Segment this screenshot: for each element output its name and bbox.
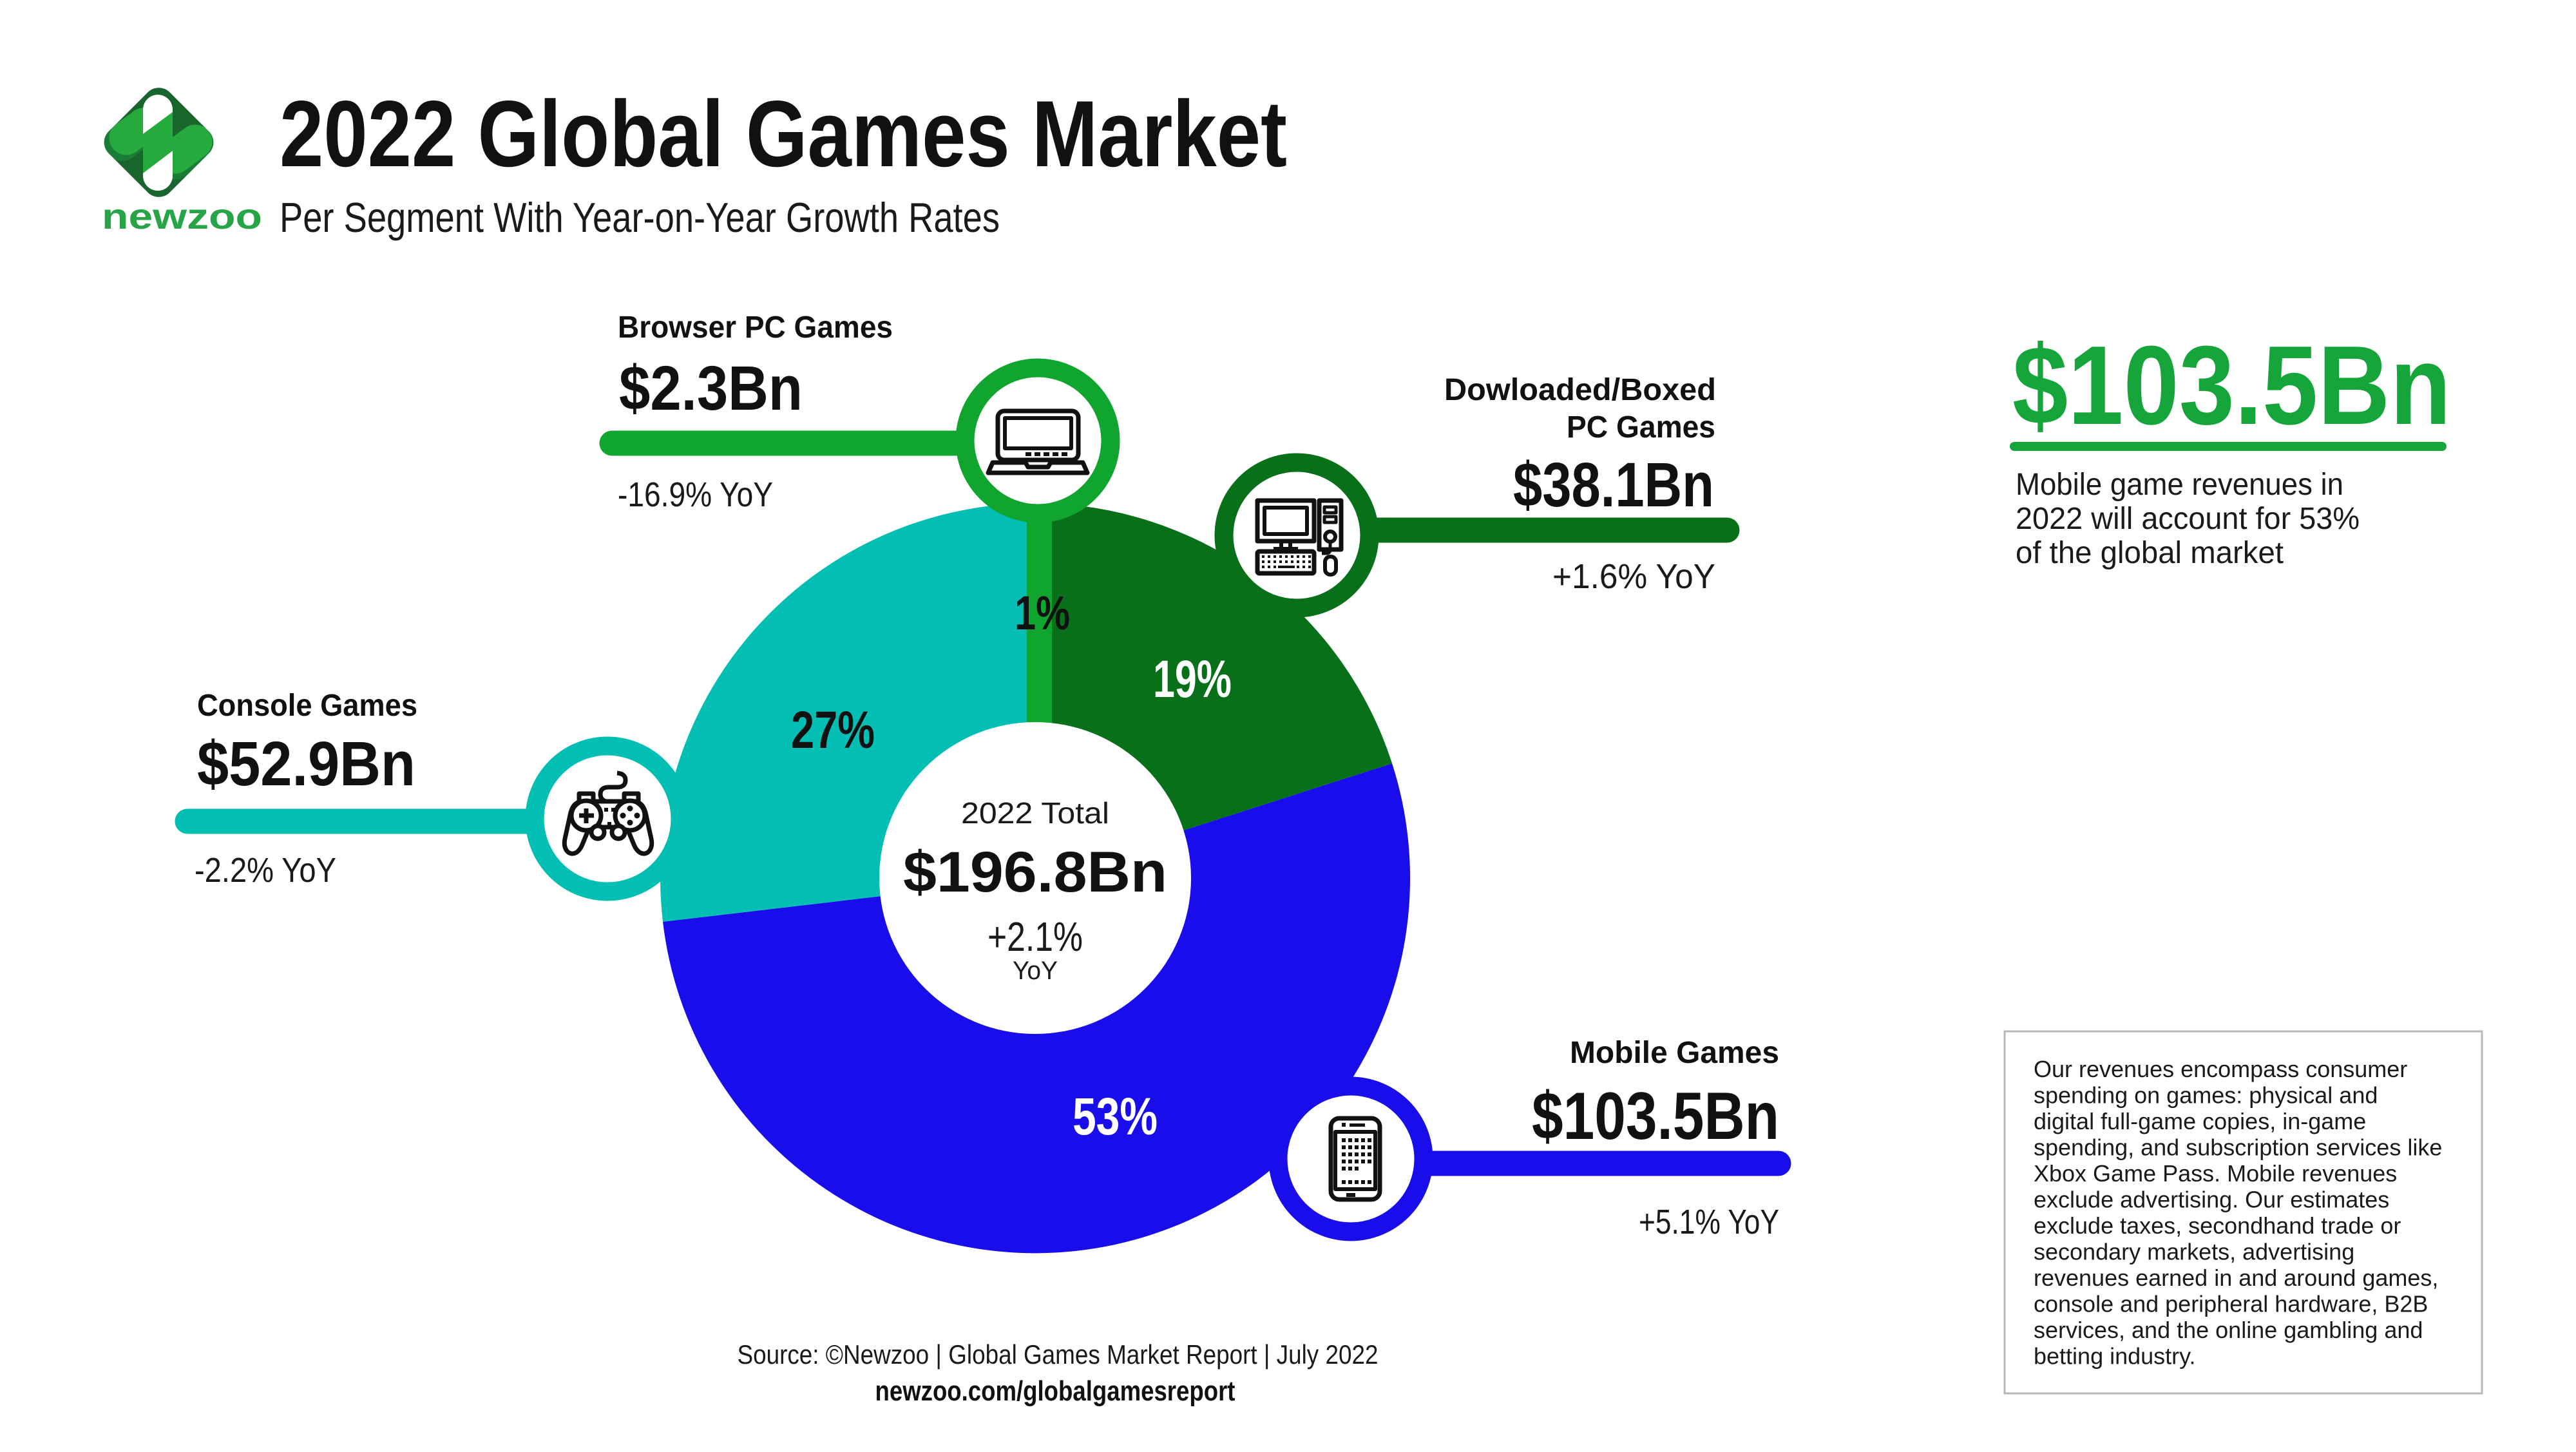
- svg-text:Source: ©Newzoo | Global Games: Source: ©Newzoo | Global Games Market Re…: [738, 1339, 1379, 1370]
- svg-text:secondary markets, advertising: secondary markets, advertising: [2034, 1239, 2354, 1265]
- svg-text:newzoo.com/globalgamesreport: newzoo.com/globalgamesreport: [875, 1375, 1236, 1407]
- svg-text:exclude taxes, secondhand trad: exclude taxes, secondhand trade or: [2034, 1212, 2401, 1239]
- svg-text:Mobile game revenues in: Mobile game revenues in: [2016, 468, 2343, 502]
- svg-text:+2.1%: +2.1%: [987, 913, 1083, 960]
- svg-text:betting industry.: betting industry.: [2034, 1343, 2195, 1370]
- svg-text:2022 will account for 53%: 2022 will account for 53%: [2016, 502, 2360, 536]
- svg-text:53%: 53%: [1073, 1087, 1158, 1146]
- svg-text:exclude advertising. Our estim: exclude advertising. Our estimates: [2034, 1187, 2389, 1213]
- svg-text:1%: 1%: [1015, 586, 1070, 640]
- svg-text:$52.9Bn: $52.9Bn: [197, 729, 415, 799]
- svg-text:spending on games: physical an: spending on games: physical and: [2034, 1082, 2378, 1109]
- svg-text:Dowloaded/Boxed: Dowloaded/Boxed: [1444, 373, 1716, 407]
- svg-text:Console Games: Console Games: [197, 689, 417, 723]
- svg-text:+5.1% YoY: +5.1% YoY: [1639, 1203, 1779, 1241]
- svg-text:$196.8Bn: $196.8Bn: [903, 839, 1167, 904]
- svg-text:console and peripheral hardwar: console and peripheral hardware, B2B: [2034, 1291, 2428, 1317]
- svg-text:$103.5Bn: $103.5Bn: [1532, 1079, 1779, 1154]
- svg-text:services, and the online gambl: services, and the online gambling and: [2034, 1317, 2423, 1343]
- svg-text:$103.5Bn: $103.5Bn: [2012, 322, 2451, 448]
- svg-text:of the global market: of the global market: [2016, 536, 2284, 570]
- svg-text:27%: 27%: [791, 701, 875, 759]
- svg-text:Mobile Games: Mobile Games: [1570, 1036, 1779, 1070]
- svg-text:Per Segment With Year-on-Year: Per Segment With Year-on-Year Growth Rat…: [280, 194, 1000, 241]
- svg-text:revenues earned in and around: revenues earned in and around games,: [2034, 1265, 2438, 1291]
- svg-text:YoY: YoY: [1013, 957, 1058, 985]
- svg-text:Our revenues encompass consume: Our revenues encompass consumer: [2034, 1056, 2407, 1082]
- svg-text:19%: 19%: [1153, 650, 1232, 709]
- svg-text:-16.9% YoY: -16.9% YoY: [618, 475, 773, 514]
- svg-text:PC Games: PC Games: [1567, 410, 1715, 444]
- svg-text:Xbox Game Pass. Mobile revenue: Xbox Game Pass. Mobile revenues: [2034, 1160, 2397, 1187]
- svg-text:digital full-game copies, in-g: digital full-game copies, in-game: [2034, 1108, 2366, 1134]
- svg-text:spending, and subscription ser: spending, and subscription services like: [2034, 1134, 2442, 1161]
- svg-text:2022 Total: 2022 Total: [961, 796, 1109, 830]
- svg-text:2022 Global Games Market: 2022 Global Games Market: [280, 81, 1287, 186]
- svg-text:Browser PC Games: Browser PC Games: [618, 310, 893, 345]
- svg-text:$2.3Bn: $2.3Bn: [619, 353, 803, 423]
- svg-text:+1.6% YoY: +1.6% YoY: [1552, 557, 1715, 596]
- svg-text:newzoo: newzoo: [102, 196, 262, 236]
- svg-text:$38.1Bn: $38.1Bn: [1513, 450, 1714, 520]
- svg-text:-2.2% YoY: -2.2% YoY: [195, 851, 336, 890]
